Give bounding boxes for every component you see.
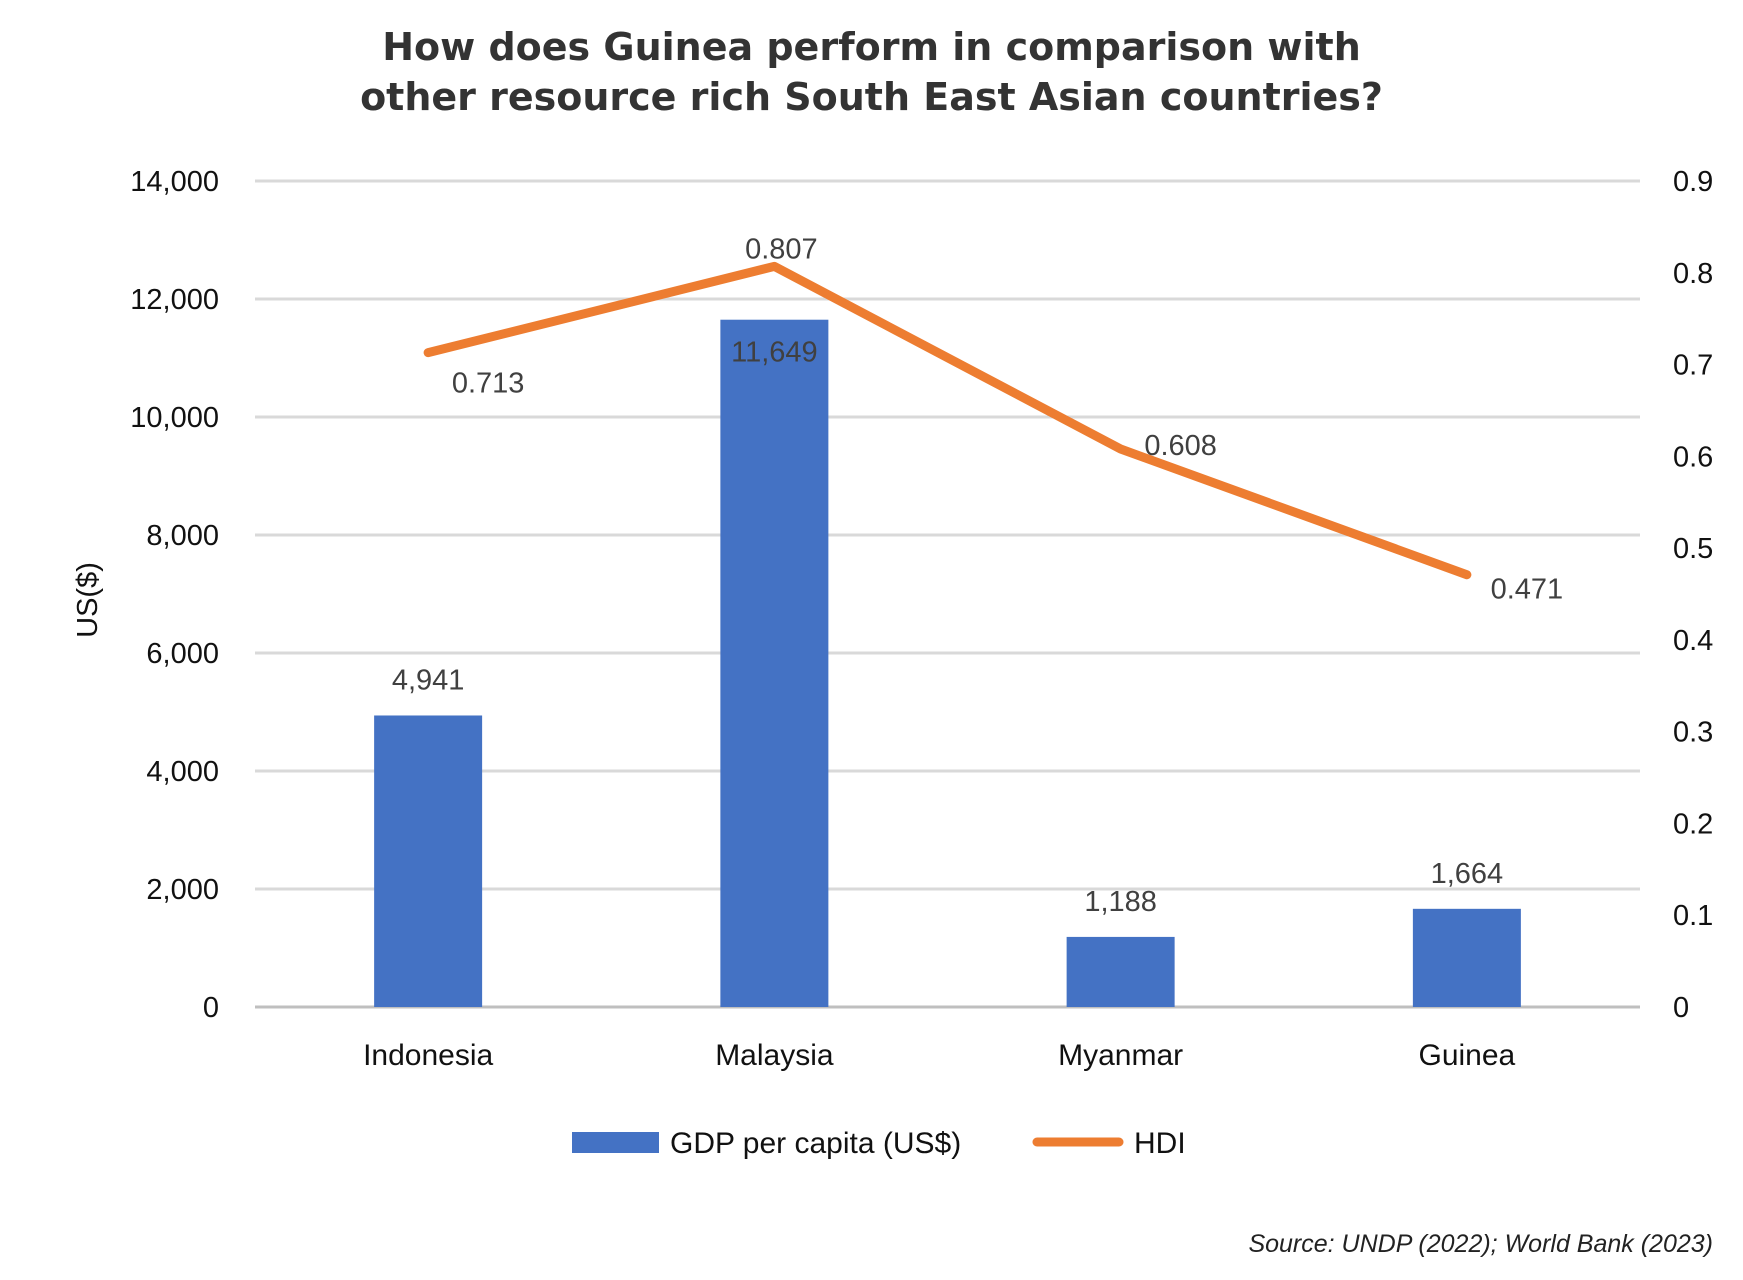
x-tick-label: Indonesia bbox=[363, 1039, 493, 1072]
y2-tick-label: 0 bbox=[1673, 992, 1689, 1024]
y2-tick-label: 0.6 bbox=[1673, 441, 1713, 473]
y-tick-label: 0 bbox=[203, 992, 219, 1024]
chart-title-line-2: other resource rich South East Asian cou… bbox=[360, 75, 1383, 119]
y2-tick-label: 0.8 bbox=[1673, 258, 1713, 290]
y2-tick-label: 0.3 bbox=[1673, 717, 1713, 749]
x-tick-label: Malaysia bbox=[715, 1039, 834, 1072]
y-tick-label: 2,000 bbox=[146, 874, 219, 906]
legend-gdp-label: GDP per capita (US$) bbox=[670, 1127, 961, 1160]
bar-guinea bbox=[1412, 908, 1521, 1007]
y-tick-label: 10,000 bbox=[130, 402, 219, 434]
hdi-data-label: 0.807 bbox=[745, 233, 818, 265]
x-tick-label: Guinea bbox=[1419, 1039, 1516, 1072]
x-tick-label: Myanmar bbox=[1058, 1039, 1183, 1072]
y-tick-label: 6,000 bbox=[146, 638, 219, 670]
bar-myanmar bbox=[1066, 936, 1175, 1007]
hdi-point bbox=[1465, 573, 1468, 576]
hdi-point bbox=[1119, 447, 1122, 450]
source-note: Source: UNDP (2022); World Bank (2023) bbox=[1248, 1230, 1713, 1258]
hdi-point bbox=[427, 351, 430, 354]
bar-data-label: 11,649 bbox=[731, 337, 818, 369]
legend-gdp-swatch bbox=[572, 1132, 659, 1153]
hdi-point bbox=[773, 265, 776, 268]
y2-tick-label: 0.5 bbox=[1673, 533, 1713, 565]
y-tick-label: 12,000 bbox=[130, 284, 219, 316]
y-tick-label: 8,000 bbox=[146, 520, 219, 552]
chart-title-line-1: How does Guinea perform in comparison wi… bbox=[382, 25, 1361, 69]
bar-indonesia bbox=[374, 715, 483, 1007]
bar-data-label: 1,188 bbox=[1084, 886, 1157, 918]
hdi-data-label: 0.713 bbox=[452, 368, 525, 400]
hdi-line bbox=[423, 261, 1472, 580]
y2-tick-label: 0.1 bbox=[1673, 900, 1713, 932]
bar-data-label: 4,941 bbox=[392, 664, 465, 696]
hdi-data-label: 0.608 bbox=[1144, 430, 1217, 462]
y2-tick-label: 0.9 bbox=[1673, 166, 1713, 198]
y-axis-label: US($) bbox=[72, 562, 104, 638]
y2-tick-label: 0.7 bbox=[1673, 350, 1713, 382]
y2-tick-label: 0.2 bbox=[1673, 808, 1713, 840]
bar-data-label: 1,664 bbox=[1431, 858, 1504, 890]
bar-malaysia bbox=[720, 319, 829, 1008]
chart-title: How does Guinea perform in comparison wi… bbox=[0, 22, 1743, 122]
legend-hdi-label: HDI bbox=[1134, 1127, 1186, 1160]
hdi-data-label: 0.471 bbox=[1491, 574, 1564, 606]
y-tick-label: 14,000 bbox=[130, 166, 219, 198]
y2-tick-label: 0.4 bbox=[1673, 625, 1713, 657]
y-tick-label: 4,000 bbox=[146, 756, 219, 788]
